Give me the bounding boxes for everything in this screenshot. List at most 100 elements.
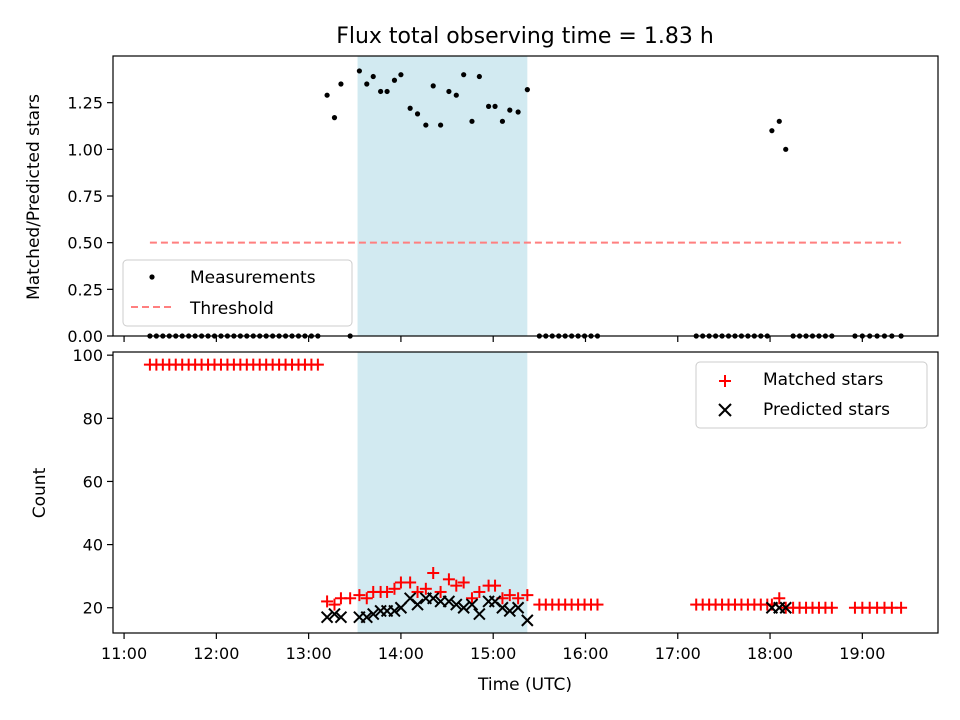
matched-star-point: [321, 595, 334, 608]
legend-predicted-marker: [718, 403, 732, 417]
measurement-point: [476, 73, 482, 80]
predicted-star-point: [388, 604, 401, 618]
measurement-point: [414, 111, 421, 117]
matched-star-point: [311, 358, 324, 371]
measurement-point: [364, 81, 370, 87]
top-panel: 0.00 0.25 0.50 0.75 1.00 1.25 Matched/Predict…: [24, 55, 939, 346]
top-y-axis-label: Matched/Predicted stars: [24, 94, 44, 300]
matched-star-point: [825, 601, 838, 614]
legend-threshold-label: Threshold: [189, 299, 274, 319]
bottom-y-axis-ticks: 20 40 60 80 100: [72, 346, 113, 618]
matched-star-point: [328, 598, 341, 611]
predicted-star-point: [328, 607, 341, 621]
measurement-point: [507, 107, 513, 113]
matched-star-point: [465, 592, 478, 605]
bottom-x-tick-label: 11:00: [101, 644, 147, 663]
measurement-point: [783, 146, 789, 152]
predicted-star-point: [442, 595, 456, 608]
predicted-star-point: [503, 604, 517, 618]
measurement-point: [499, 118, 506, 124]
matched-stars-points: [143, 358, 908, 614]
predicted-star-point: [511, 601, 525, 614]
matched-star-point: [404, 576, 417, 589]
predicted-star-point: [521, 614, 534, 627]
measurement-point: [370, 73, 376, 80]
bottom-y-tick-label: 60: [83, 472, 103, 491]
bottom-y-tick-label: 20: [83, 599, 103, 618]
measurement-point: [492, 103, 498, 109]
matched-star-point: [512, 592, 525, 605]
legend-matched-label: Matched stars: [763, 370, 883, 390]
top-plot-frame: [112, 55, 939, 337]
top-legend: Measurements Threshold: [122, 259, 353, 327]
matched-star-point: [427, 567, 440, 580]
measurement-point: [378, 88, 384, 95]
matched-star-point: [442, 573, 455, 586]
measurement-point: [469, 118, 475, 124]
measurement-point: [438, 122, 444, 128]
matched-star-point: [503, 589, 516, 602]
measurement-point: [769, 128, 775, 134]
matched-star-point: [353, 589, 366, 602]
measurement-point: [453, 92, 459, 98]
top-y-tick-label: 1.25: [67, 94, 103, 113]
matched-star-point: [381, 585, 394, 598]
x-axis-label: Time (UTC): [477, 675, 572, 695]
bottom-legend-box: [695, 361, 928, 429]
matched-star-point: [521, 589, 534, 602]
measurement-point: [446, 88, 452, 95]
top-x-axis-ticks: [123, 336, 863, 342]
predicted-star-point: [473, 607, 486, 621]
measurement-point: [524, 87, 530, 93]
bottom-x-tick-label: 15:00: [470, 644, 516, 663]
bottom-x-tick-label: 12:00: [193, 644, 239, 663]
bottom-x-tick-label: 14:00: [378, 644, 424, 663]
observing-window-shade-bottom: [357, 352, 528, 633]
predicted-star-point: [320, 611, 334, 624]
chart-title: Flux total observing time = 1.83 h: [336, 24, 714, 49]
top-y-tick-label: 0.25: [67, 280, 103, 299]
top-legend-box: [122, 259, 353, 327]
predicted-stars-points: [320, 592, 792, 627]
top-y-tick-label: 0.75: [67, 187, 103, 206]
predicted-star-point: [334, 611, 348, 624]
top-y-tick-label: 0.50: [67, 234, 103, 253]
predicted-star-point: [465, 598, 479, 611]
matched-star-point: [344, 592, 357, 605]
matched-star-point: [411, 585, 424, 598]
bottom-x-tick-label: 16:00: [562, 644, 608, 663]
matched-star-point: [473, 585, 486, 598]
legend-matched-marker: [719, 375, 731, 387]
predicted-star-point: [411, 598, 424, 611]
legend-measurements-marker: [149, 274, 155, 280]
predicted-star-point: [450, 598, 463, 611]
predicted-star-point: [457, 601, 470, 614]
measurement-point: [423, 122, 429, 128]
bottom-x-tick-label: 13:00: [286, 644, 332, 663]
matched-star-point: [388, 582, 401, 595]
predicted-star-point: [427, 592, 440, 605]
measurement-point: [391, 77, 398, 83]
measurement-point: [461, 72, 467, 78]
legend-measurements-label: Measurements: [190, 268, 316, 288]
matched-star-point: [457, 576, 470, 589]
matched-star-point: [773, 592, 786, 605]
predicted-star-point: [779, 601, 792, 614]
bottom-x-tick-label: 18:00: [747, 644, 793, 663]
bottom-y-tick-label: 100: [72, 346, 103, 365]
predicted-star-point: [367, 607, 380, 621]
bottom-legend: Matched stars Predicted stars: [695, 361, 928, 429]
bottom-x-axis-ticks: 11:00 12:00 13:00 14:00 15:00 16:00 17:00 18:00…: [101, 633, 885, 663]
top-y-tick-label: 1.00: [67, 140, 103, 159]
bottom-y-tick-label: 40: [83, 536, 103, 555]
legend-predicted-label: Predicted stars: [763, 400, 890, 420]
matched-star-point: [591, 598, 604, 611]
top-y-axis-ticks: 0.00 0.25 0.50 0.75 1.00 1.25: [67, 94, 113, 346]
measurement-point: [384, 88, 390, 95]
measurement-point: [430, 83, 436, 89]
predicted-star-point: [360, 611, 373, 624]
matched-star-point: [450, 579, 463, 592]
bottom-panel: 20 40 60 80 100 11:00 12:00 13:00 14:00 15:00 16:…: [30, 346, 939, 695]
measurement-point: [338, 81, 344, 87]
